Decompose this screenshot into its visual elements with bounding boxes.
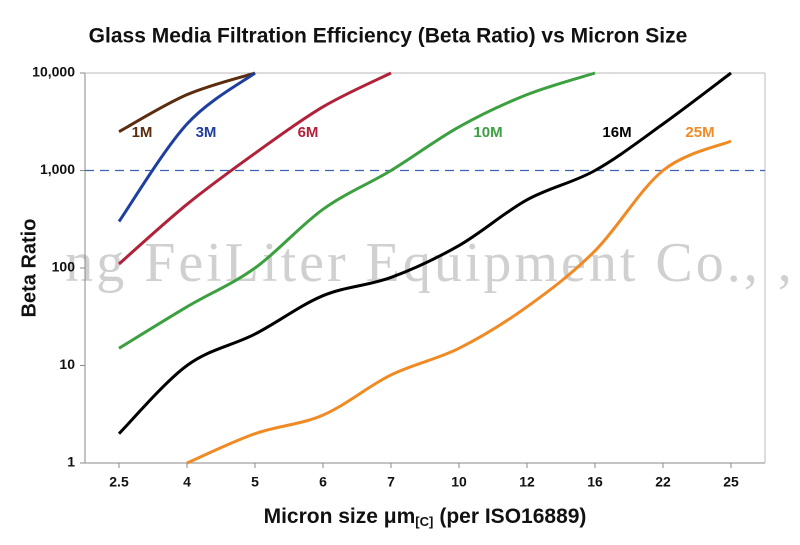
series-line [118,71,596,350]
watermark: ng FeiLiter Equipment Co., , [65,232,794,294]
x-tick-label: 10 [451,474,467,490]
x-tick-label: 22 [655,474,671,490]
x-tick-label: 2.5 [109,474,129,490]
x-label-main: Micron size μm [264,505,416,528]
x-tick-label: 16 [587,474,603,490]
y-axis-label: Beta Ratio [18,219,40,318]
y-tick-label: 10,000 [32,64,75,80]
chart-title: Glass Media Filtration Efficiency (Beta … [89,25,688,48]
series-line [117,71,256,223]
x-tick-label: 4 [183,474,191,490]
series-line [118,71,392,266]
series-label: 1M [132,124,153,141]
series-label: 10M [473,124,502,141]
y-tick-label: 10 [59,356,75,372]
y-tick-label: 100 [52,259,76,275]
series-line [186,139,732,465]
x-label-suffix: (per ISO16889) [439,505,586,528]
x-tick-label: 12 [519,474,535,490]
y-tick-label: 1,000 [40,161,75,177]
series-label: 16M [602,124,631,141]
series-label: 3M [196,124,217,141]
y-tick-label: 1 [67,454,75,470]
x-label-sub: [C] [415,514,433,529]
series-line [117,71,732,435]
series-label: 25M [685,124,714,141]
x-axis-label: Micron size μm[C] (per ISO16889) [264,505,587,530]
x-tick-label: 6 [319,474,327,490]
x-tick-label: 5 [251,474,259,490]
x-tick-label: 7 [387,474,395,490]
series-line [118,71,256,134]
series-label: 6M [298,124,319,141]
x-tick-label: 25 [723,474,739,490]
